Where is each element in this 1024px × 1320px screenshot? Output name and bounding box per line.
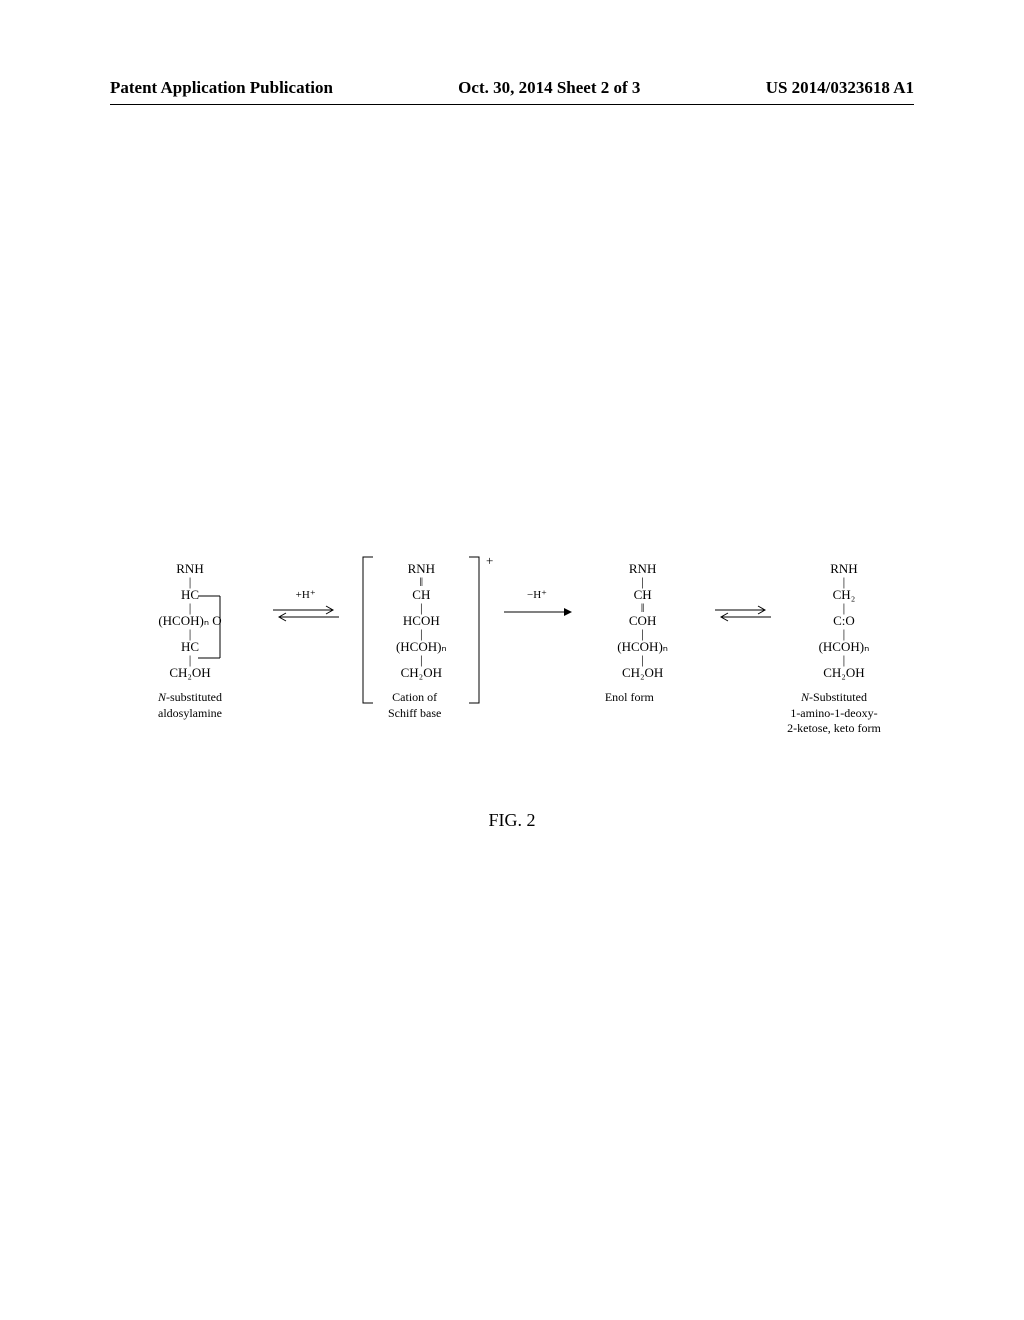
caption-row: NN-substituted-substituted aldosylamine … [140, 690, 884, 737]
forward-arrow-icon [502, 606, 572, 618]
equilibrium-arrow-icon [713, 605, 773, 623]
s2-l8: | [371, 656, 471, 664]
s3-l6: | [603, 630, 683, 638]
s1-l2: | [140, 578, 240, 586]
c1-l2: aldosylamine [140, 706, 240, 722]
arrow-1-label: +H⁺ [296, 588, 316, 603]
c4-l2: 1-amino-1-deoxy- [784, 706, 884, 722]
c2-l1: Cation of [365, 690, 465, 706]
caption-schiff: Cation of Schiff base [365, 690, 465, 737]
s3-l8: | [603, 656, 683, 664]
s2-l4: | [371, 604, 471, 612]
c3-l1: Enol form [589, 690, 669, 706]
equilibrium-arrow-icon [271, 605, 341, 623]
bracket-left-icon [361, 555, 375, 705]
s1-l9: CH₂OH [140, 664, 240, 682]
header-left: Patent Application Publication [110, 78, 333, 98]
ring-bond-icon [198, 593, 228, 661]
italic-N: N [158, 690, 166, 704]
s4-l8: | [804, 656, 884, 664]
structure-enol: RNH | CH ‖ COH | (HCOH)ₙ | CH₂OH [603, 560, 683, 682]
c2-l2: Schiff base [365, 706, 465, 722]
s4-l2: | [804, 578, 884, 586]
s4-l6: | [804, 630, 884, 638]
s2-l9: CH₂OH [371, 664, 471, 682]
figure-label: FIG. 2 [0, 810, 1024, 831]
arrow-2-label: −H⁺ [527, 588, 547, 603]
structure-row: RNH | HC | (HCOH)ₙ O | HC | CH₂OH +H⁺ [140, 560, 884, 682]
header-center: Oct. 30, 2014 Sheet 2 of 3 [458, 78, 640, 98]
s2-l2: ‖ [371, 578, 471, 586]
s4-l4: | [804, 604, 884, 612]
page-header: Patent Application Publication Oct. 30, … [0, 78, 1024, 98]
caption-keto: N-Substituted 1-amino-1-deoxy- 2-ketose,… [784, 690, 884, 737]
s4-l9: CH₂OH [804, 664, 884, 682]
header-rule [110, 104, 914, 105]
equilibrium-arrow-3 [708, 560, 778, 628]
c4-l3: 2-ketose, keto form [784, 721, 884, 737]
caption-enol: Enol form [589, 690, 669, 737]
reaction-scheme: RNH | HC | (HCOH)ₙ O | HC | CH₂OH +H⁺ [140, 560, 884, 820]
structure-keto: RNH | CH₂ | C:O | (HCOH)ₙ | CH₂OH [804, 560, 884, 682]
bracket-right-icon [467, 555, 481, 705]
equilibrium-arrow-1: +H⁺ [266, 560, 346, 628]
italic-N2: N [801, 690, 809, 704]
caption-aldosylamine: NN-substituted-substituted aldosylamine [140, 690, 240, 737]
s3-l2: | [603, 578, 683, 586]
s3-l9: CH₂OH [603, 664, 683, 682]
s2-l6: | [371, 630, 471, 638]
structure-aldosylamine: RNH | HC | (HCOH)ₙ O | HC | CH₂OH [140, 560, 240, 682]
header-right: US 2014/0323618 A1 [766, 78, 914, 98]
structure-schiff-cation: + RNH ‖ CH | HCOH | (HCOH)ₙ | CH₂OH [371, 560, 471, 682]
forward-arrow-2: −H⁺ [497, 560, 577, 623]
cation-charge: + [486, 552, 493, 570]
s3-l4: ‖ [603, 604, 683, 612]
